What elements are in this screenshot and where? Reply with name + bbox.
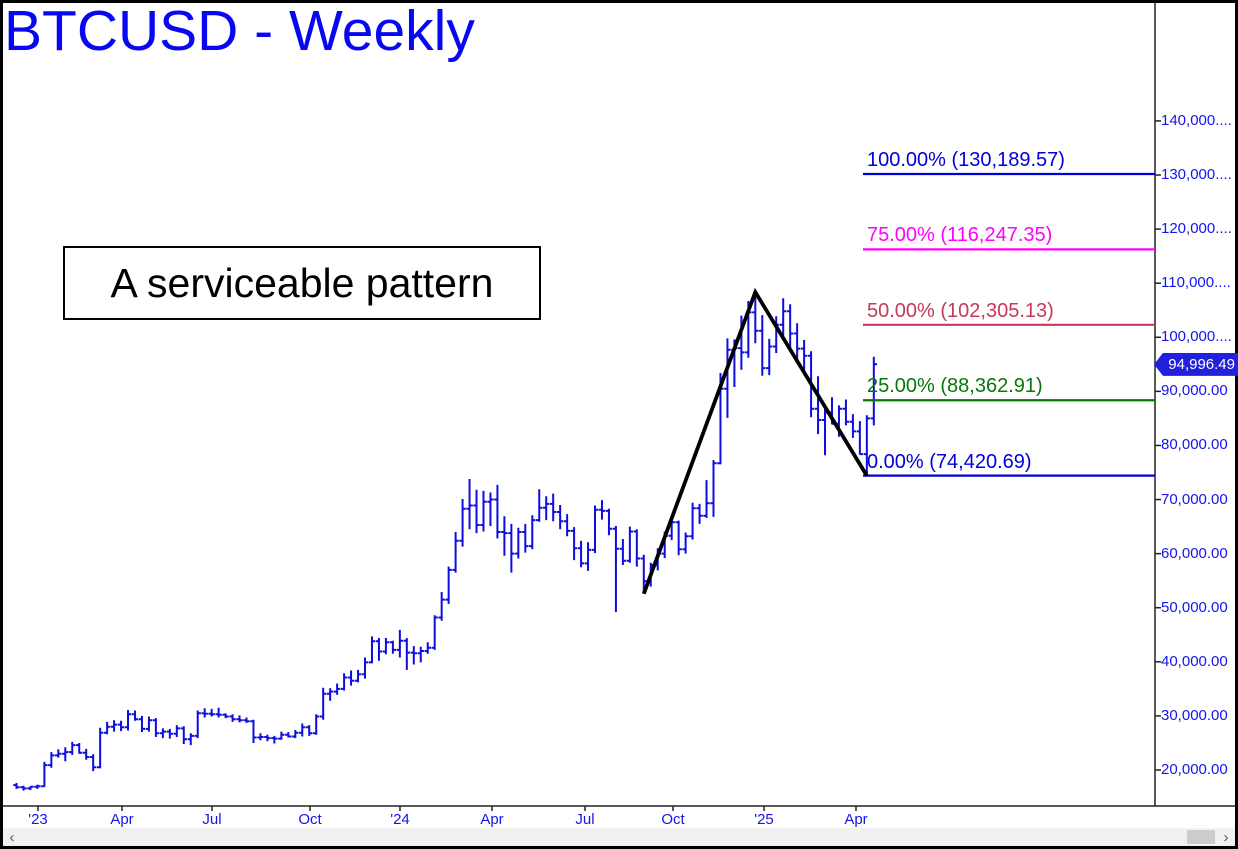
y-axis-label: 20,000.00	[1161, 761, 1228, 778]
y-axis-label: 140,000....	[1161, 111, 1232, 129]
y-axis-label: 40,000.00	[1161, 652, 1228, 670]
x-axis-label: Oct	[661, 811, 685, 828]
last-price-tag: 94,996.49	[1154, 352, 1238, 376]
scrollbar-thumb[interactable]	[1187, 830, 1215, 844]
trendline-path	[642, 287, 869, 595]
axes	[3, 3, 1235, 811]
y-axis-label: 100,000....	[1161, 328, 1232, 346]
y-axis-label: 70,000.00	[1161, 490, 1228, 508]
x-axis-label: '23	[28, 811, 48, 828]
last-price-label: 94,996.49	[1168, 355, 1235, 373]
x-axis-label: Apr	[110, 811, 134, 828]
y-axis-label: 110,000....	[1161, 274, 1231, 292]
fib-label-25: 25.00% (88,362.91)	[867, 375, 1043, 398]
annotation-box: A serviceable pattern	[63, 246, 541, 320]
x-axis-label: Jul	[202, 811, 222, 828]
fib-label-0: 0.00% (74,420.69)	[867, 450, 1032, 473]
y-axis-label: 90,000.00	[1161, 382, 1228, 400]
x-axis-label: Apr	[844, 811, 868, 828]
x-axis-label: Oct	[298, 811, 322, 828]
x-axis-label: Jul	[575, 811, 595, 828]
scroll-right-arrow-icon[interactable]: ›	[1223, 828, 1229, 846]
price-bars	[13, 292, 878, 791]
y-axis-label: 120,000....	[1161, 220, 1232, 238]
x-axis-label: Apr	[480, 811, 504, 828]
fib-label-75: 75.00% (116,247.35)	[867, 224, 1053, 247]
y-axis-label: 50,000.00	[1161, 598, 1228, 616]
y-axis-label: 60,000.00	[1161, 544, 1228, 562]
annotation-text: A serviceable pattern	[110, 259, 494, 306]
x-axis-label: '25	[754, 811, 774, 828]
h-scrollbar[interactable]: ‹ ›	[3, 828, 1235, 846]
x-axis-label: '24	[390, 811, 410, 828]
y-axis-label: 130,000....	[1161, 166, 1232, 183]
chart-title: BTCUSD - Weekly	[4, 0, 475, 63]
scroll-left-arrow-icon[interactable]: ‹	[9, 828, 15, 846]
y-axis-label: 80,000.00	[1161, 436, 1228, 454]
fib-label-100: 100.00% (130,189.57)	[867, 148, 1065, 171]
fib-label-50: 50.00% (102,305.13)	[867, 299, 1054, 322]
y-axis-label: 30,000.00	[1161, 706, 1228, 724]
